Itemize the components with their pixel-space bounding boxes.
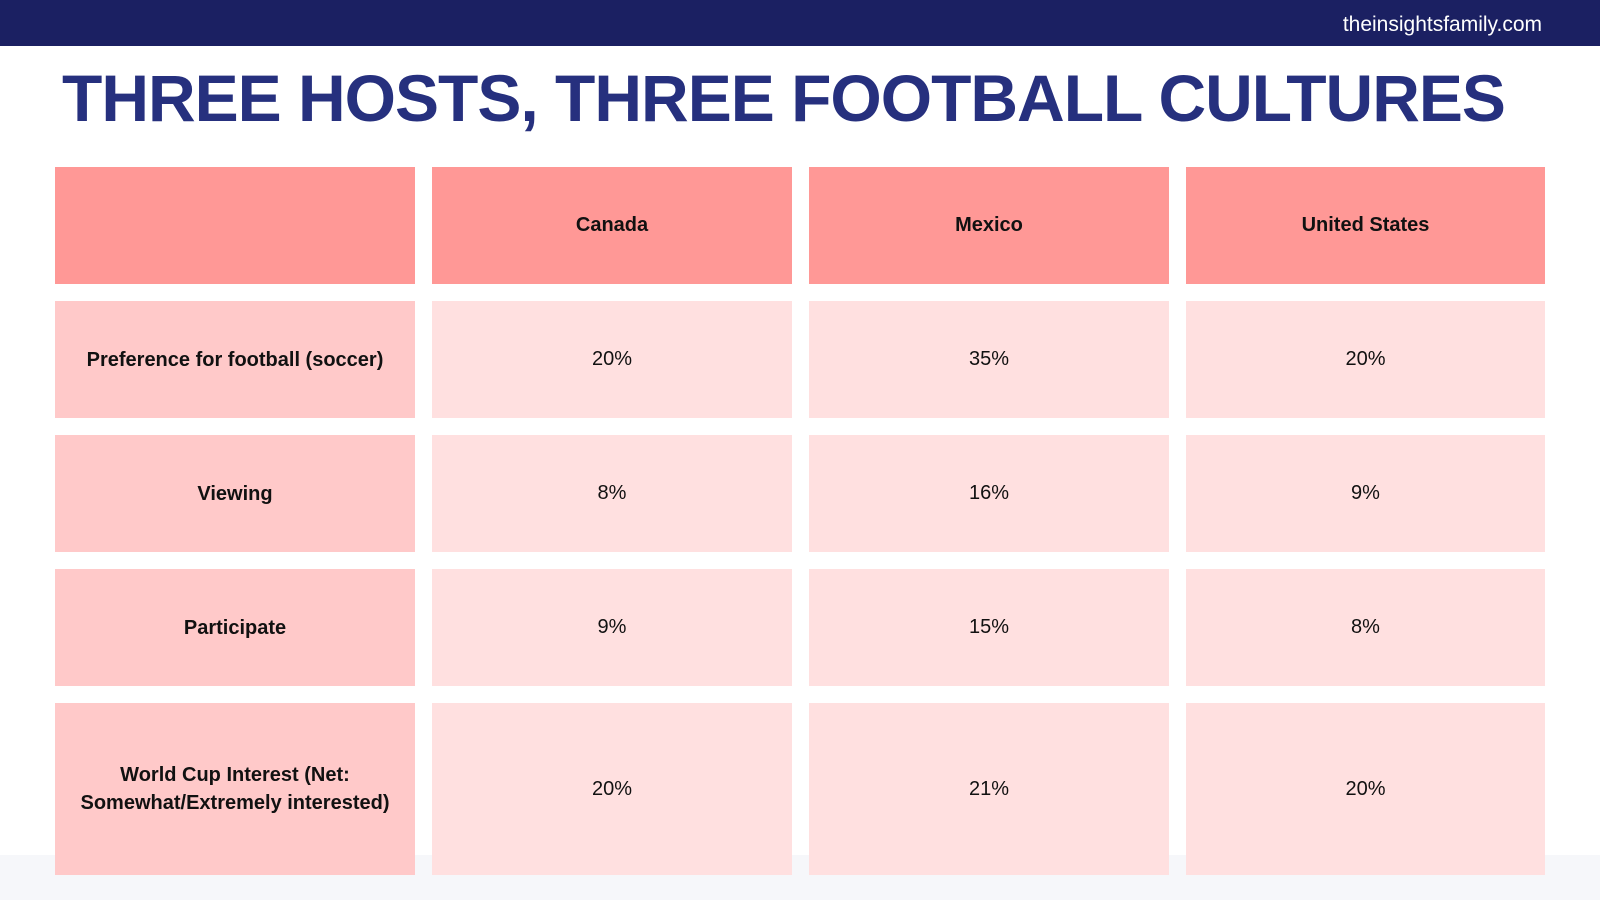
table-cell: 20% — [1186, 301, 1545, 418]
header-cell-united-states: United States — [1186, 167, 1545, 284]
table-cell: 20% — [1186, 703, 1545, 875]
table-cell: 15% — [809, 569, 1169, 686]
header-cell-canada: Canada — [432, 167, 792, 284]
row-label-world-cup-interest: World Cup Interest (Net: Somewhat/Extrem… — [55, 703, 415, 875]
row-label-participate: Participate — [55, 569, 415, 686]
table-cell: 20% — [432, 703, 792, 875]
table-cell: 35% — [809, 301, 1169, 418]
row-label-viewing: Viewing — [55, 435, 415, 552]
table-cell: 8% — [1186, 569, 1545, 686]
table-cell: 21% — [809, 703, 1169, 875]
table-cell: 16% — [809, 435, 1169, 552]
header-cell-mexico: Mexico — [809, 167, 1169, 284]
site-url[interactable]: theinsightsfamily.com — [1342, 13, 1542, 36]
page-title: THREE HOSTS, THREE FOOTBALL CULTURES — [62, 61, 1506, 135]
header-cell-corner — [55, 167, 415, 284]
table-cell: 9% — [1186, 435, 1545, 552]
row-label-preference: Preference for football (soccer) — [55, 301, 415, 418]
top-banner: theinsightsfamily.com — [0, 0, 1600, 46]
table-cell: 20% — [432, 301, 792, 418]
table-cell: 8% — [432, 435, 792, 552]
table-cell: 9% — [432, 569, 792, 686]
comparison-table: Canada Mexico United States Preference f… — [55, 167, 1546, 875]
